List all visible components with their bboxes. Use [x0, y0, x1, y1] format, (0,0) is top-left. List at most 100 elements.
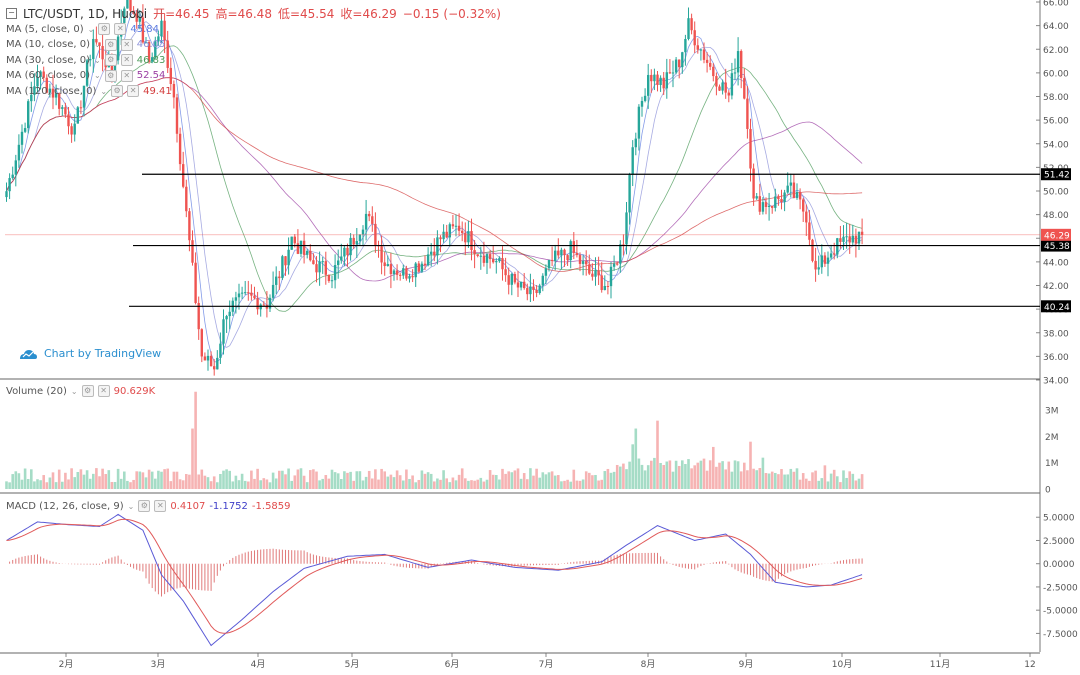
candle-body — [206, 355, 210, 361]
candle-body — [240, 292, 244, 294]
candle-body — [842, 236, 845, 242]
ma-legend-label[interactable]: MA (120, close, 0) — [6, 85, 97, 97]
volume-bar — [746, 470, 749, 489]
candle-body — [262, 304, 265, 306]
settings-icon[interactable]: ⚙ — [111, 85, 124, 97]
candle-body — [333, 265, 337, 281]
volume-bar — [532, 475, 535, 489]
last-price-tag — [1041, 228, 1071, 241]
candle-body — [699, 49, 703, 51]
volume-legend-label[interactable]: Volume (20) — [6, 385, 67, 397]
dropdown-caret-icon[interactable]: ⌄ — [70, 386, 78, 396]
price-axis: 34.0036.0038.0040.0042.0044.0046.0048.00… — [1036, 0, 1069, 652]
time-axis[interactable]: 2月 3月 4月 5月 6月 7月 8月 9月 10月 11月 12 — [59, 653, 1036, 670]
close-icon[interactable]: ✕ — [114, 23, 127, 35]
volume-bar — [464, 478, 467, 489]
volume-bar — [36, 479, 39, 489]
volume-bar — [259, 480, 262, 489]
volume-bar — [538, 477, 541, 489]
close-icon[interactable]: ✕ — [120, 54, 133, 66]
candle-body — [482, 255, 486, 263]
candle-body — [182, 164, 185, 187]
volume-bar — [786, 474, 789, 489]
volume-bar — [460, 468, 464, 489]
candle-body — [132, 10, 135, 14]
volume-bar — [364, 476, 368, 489]
close-icon[interactable]: ✕ — [127, 85, 140, 97]
candle-body — [454, 225, 458, 227]
candle-body — [256, 298, 259, 310]
volume-bar — [526, 479, 529, 489]
collapse-icon[interactable]: − — [6, 8, 17, 19]
candle-body — [48, 88, 52, 93]
settings-icon[interactable]: ⚙ — [104, 38, 117, 51]
candle-body — [253, 295, 256, 299]
volume-bar — [191, 428, 194, 489]
candle-body — [860, 231, 864, 235]
branding-text: Chart by TradingView — [44, 347, 162, 360]
volume-bar — [569, 481, 572, 489]
volume-bar — [225, 469, 228, 489]
settings-icon[interactable]: ⚙ — [104, 69, 117, 82]
candle-body — [42, 71, 45, 78]
ma-legend-label[interactable]: MA (60, close, 0) — [6, 70, 91, 81]
volume-bar — [749, 441, 752, 489]
close-icon[interactable]: ✕ — [97, 385, 110, 397]
tradingview-branding[interactable]: Chart by TradingView — [18, 347, 161, 360]
candle-body — [309, 250, 312, 261]
settings-icon[interactable]: ⚙ — [81, 385, 94, 397]
ma-legend-2: MA (30, close, 0) ⌄ ⚙ ✕ 46.83 — [6, 54, 165, 66]
candle-body — [678, 59, 681, 68]
close-icon[interactable]: ✕ — [154, 500, 167, 512]
horizontal-levels[interactable]: 51.42 45.38 40.24 46.29 — [5, 168, 1071, 313]
macd-legend-label[interactable]: MACD (12, 26, close, 9) — [6, 500, 124, 512]
dropdown-caret-icon[interactable]: ⌄ — [100, 86, 108, 96]
candle-body — [802, 199, 805, 212]
volume-bar — [349, 471, 352, 489]
volume-bar — [467, 480, 470, 489]
settings-icon[interactable]: ⚙ — [104, 54, 117, 66]
candle-body — [250, 292, 253, 296]
close-icon[interactable]: ✕ — [120, 38, 133, 51]
dropdown-caret-icon[interactable]: ⌄ — [94, 55, 101, 65]
candle-body — [591, 273, 594, 277]
candle-body — [433, 251, 436, 256]
symbol-title[interactable]: LTC/USDT, 1D, Huobi — [23, 6, 148, 21]
dropdown-caret-icon[interactable]: ⌄ — [127, 501, 135, 511]
candle-body — [51, 88, 55, 98]
volume-bar — [733, 460, 737, 489]
volume-bar — [144, 477, 148, 489]
candle-body — [771, 205, 774, 208]
candle-body — [653, 74, 656, 82]
candle-body — [786, 185, 789, 193]
ma-legend-label[interactable]: MA (5, close, 0) — [6, 23, 84, 35]
volume-bar — [57, 469, 61, 489]
dropdown-caret-icon[interactable]: ⌄ — [94, 40, 101, 49]
price-tick-label: 62.00 — [1043, 46, 1069, 56]
price-tick-label: 66.00 — [1043, 0, 1069, 9]
candle-body — [668, 72, 672, 74]
ma-legend-label[interactable]: MA (30, close, 0) — [6, 54, 91, 66]
candle-body — [318, 261, 321, 273]
volume-bar — [743, 462, 746, 489]
candle-body — [634, 138, 637, 148]
volume-bar — [681, 460, 684, 489]
volume-bar — [79, 469, 83, 489]
volume-bar — [426, 472, 430, 489]
close-icon[interactable]: ✕ — [120, 69, 133, 82]
volume-bar — [439, 479, 442, 489]
candle-body — [690, 18, 693, 31]
dropdown-caret-icon[interactable]: ⌄ — [94, 71, 101, 80]
settings-icon[interactable]: ⚙ — [138, 500, 151, 512]
macd-tick-label: -5.0000 — [1043, 607, 1078, 617]
candle-body — [557, 250, 560, 256]
settings-icon[interactable]: ⚙ — [98, 23, 111, 35]
candle-body — [687, 18, 690, 40]
macd-series: 5.0000 2.5000 0.0000 -2.5000 -5.0000 -7.5000 — [6, 514, 1078, 647]
candle-body — [656, 74, 659, 86]
dropdown-caret-icon[interactable]: ⌄ — [87, 24, 95, 34]
ma-legend-label[interactable]: MA (10, close, 0) — [6, 39, 91, 50]
volume-bar — [321, 478, 324, 489]
volume-bar — [222, 470, 225, 489]
